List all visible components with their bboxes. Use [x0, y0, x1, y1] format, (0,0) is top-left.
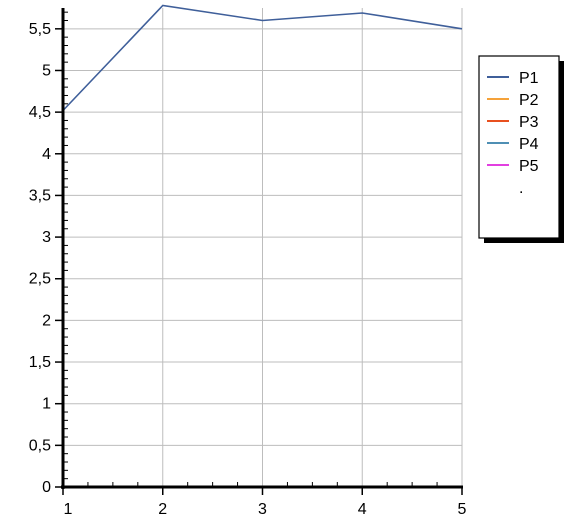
- y-tick-label: 4: [42, 146, 51, 163]
- legend-label: P2: [519, 92, 539, 109]
- grid-lines: [63, 8, 462, 487]
- y-tick-label: 0: [42, 479, 51, 496]
- x-tick-label: 4: [358, 501, 367, 518]
- x-tick-label: 1: [64, 501, 73, 518]
- y-tick-label: 2: [42, 312, 51, 329]
- y-tick-label: 0,5: [29, 437, 51, 454]
- legend-label: P3: [519, 114, 539, 131]
- y-tick-label: 5: [42, 62, 51, 79]
- y-tick-label: 2,5: [29, 271, 51, 288]
- y-tick-label: 4,5: [29, 104, 51, 121]
- y-tick-label: 1: [42, 396, 51, 413]
- y-tick-label: 5,5: [29, 21, 51, 38]
- axes: 0 0,5 1 1,5 2 2,5 3 3,5 4 4,5 5 5,5 1 2 3 4 5: [29, 8, 467, 518]
- y-tick-label: 3: [42, 229, 51, 246]
- x-tick-label: 2: [158, 501, 167, 518]
- legend-label: P4: [519, 136, 539, 153]
- y-tick-label: 3,5: [29, 187, 51, 204]
- legend[interactable]: P1 P2 P3 P4 P5.: [479, 56, 564, 243]
- x-tick-label: 3: [258, 501, 267, 518]
- y-tick-label: 1,5: [29, 354, 51, 371]
- legend-label: .: [519, 180, 523, 197]
- legend-label: P5: [519, 158, 539, 175]
- x-tick-label: 5: [458, 501, 467, 518]
- legend-label: P1: [519, 70, 539, 87]
